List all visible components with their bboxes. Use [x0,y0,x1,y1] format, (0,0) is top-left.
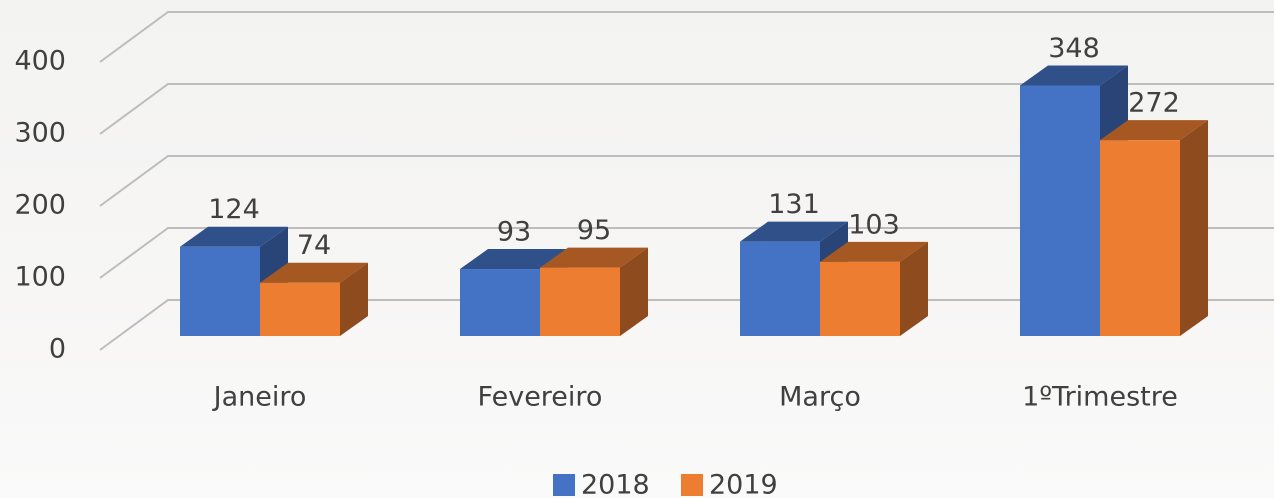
value-label: 93 [497,217,531,248]
bar-top [260,262,368,283]
bar [1020,85,1100,336]
legend-label: 2019 [709,470,778,498]
bar-side [1180,120,1208,336]
bar-top [540,247,648,268]
y-tick-label: 0 [49,334,66,365]
bar [540,267,620,336]
value-label: 103 [848,209,900,240]
y-tick-label: 300 [14,118,66,149]
x-tick-label: Fevereiro [478,382,603,413]
value-label: 131 [768,189,820,220]
y-tick-label: 100 [14,262,66,293]
x-tick-label: Janeiro [212,382,307,413]
bar-side [900,241,928,336]
value-label: 95 [577,215,611,246]
bar [180,246,260,336]
bar-side [340,262,368,336]
bar-top [180,226,288,247]
bar [260,282,340,336]
value-label: 74 [297,230,331,261]
bar-top [1100,120,1208,141]
bar [740,241,820,336]
bar-side [620,247,648,336]
y-tick-label: 200 [14,190,66,221]
grid-line [99,11,1274,63]
value-label: 124 [208,194,260,225]
legend-label: 2018 [581,470,650,498]
y-tick-label: 400 [14,46,66,77]
grid-line [99,83,1274,135]
bar-top [820,241,928,262]
bar [460,269,540,336]
bar [820,261,900,336]
x-tick-label: 1ºTrimestre [1022,382,1178,413]
legend-swatch [553,474,575,496]
grid-line [99,227,1274,279]
bar-top [740,221,848,242]
grid-line [99,155,1274,207]
bar-top [1020,65,1128,86]
bar-top [460,249,568,270]
legend-swatch [681,474,703,496]
value-label: 348 [1048,33,1100,64]
x-tick-label: Março [779,382,861,413]
bar [1100,140,1180,336]
value-label: 272 [1128,88,1180,119]
